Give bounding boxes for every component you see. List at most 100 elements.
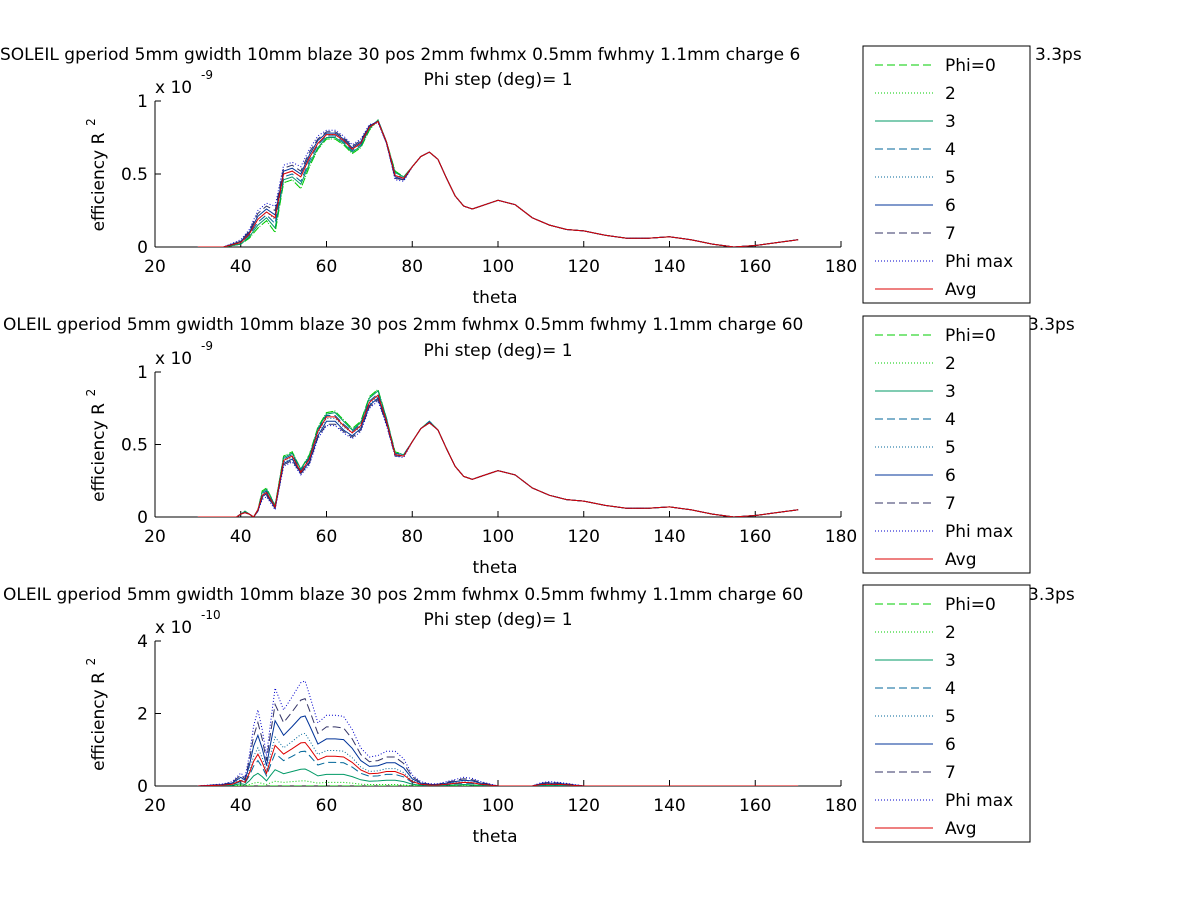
x-tick-label: 100 <box>482 796 514 816</box>
x-tick-label: 140 <box>653 257 685 277</box>
series-line-5 <box>197 120 799 247</box>
x-tick-label: 180 <box>825 796 857 816</box>
series-line-6 <box>197 120 799 247</box>
legend-box <box>862 584 1031 843</box>
chart-title-tail: 3.3ps <box>1028 585 1075 605</box>
y-tick-label: 2 <box>137 705 148 725</box>
legend-label: 7 <box>945 763 956 783</box>
series-line-7 <box>197 120 799 247</box>
y-axis-label: efficiency R <box>89 672 109 771</box>
legend-label: Phi max <box>945 791 1013 811</box>
x-tick-label: 120 <box>568 796 600 816</box>
legend-label: 4 <box>945 410 956 430</box>
x-tick-label: 80 <box>401 527 423 547</box>
chart-panel-1: SOLEIL gperiod 5mm gwidth 10mm blaze 30 … <box>0 45 1082 308</box>
legend-label: 3 <box>945 651 956 671</box>
legend-label: Avg <box>945 819 977 839</box>
y-axis-label-superscript: 2 <box>84 118 98 126</box>
legend-label: Phi max <box>945 252 1013 272</box>
y-tick-label: 1 <box>137 92 148 112</box>
legend-label: 7 <box>945 494 956 514</box>
y-tick-label: 0.5 <box>121 165 148 185</box>
y-tick-label: 0.5 <box>121 436 148 456</box>
legend-label: Phi max <box>945 522 1013 542</box>
x-tick-label: 40 <box>230 257 252 277</box>
legend-label: 7 <box>945 224 956 244</box>
chart-subtitle: Phi step (deg)= 1 <box>423 341 572 361</box>
legend-label: 4 <box>945 140 956 160</box>
chart-panel-3: OLEIL gperiod 5mm gwidth 10mm blaze 30 p… <box>3 584 1075 847</box>
series-line-4 <box>197 119 799 247</box>
series-line-phi-max <box>197 400 799 517</box>
y-tick-label: 0 <box>137 238 148 258</box>
legend: Phi=0 2 3 4 5 6 7 Phi max Avg <box>862 45 1031 304</box>
legend-label: 3 <box>945 382 956 402</box>
y-axis-label: efficiency R <box>89 403 109 502</box>
legend-label: Phi=0 <box>945 326 996 346</box>
x-tick-label: 160 <box>739 796 771 816</box>
x-axis-label: theta <box>473 827 518 847</box>
series-line-3 <box>197 768 799 786</box>
y-axis-label-superscript: 2 <box>84 389 98 397</box>
series-line-avg <box>197 741 799 786</box>
y-exponent-superscript: -9 <box>201 339 213 353</box>
x-tick-label: 160 <box>739 527 771 547</box>
legend-label: Avg <box>945 280 977 300</box>
chart-title-tail: 3.3ps <box>1035 45 1082 65</box>
chart-title-tail: 3.3ps <box>1028 315 1075 335</box>
y-tick-label: 4 <box>137 632 148 652</box>
x-tick-label: 180 <box>825 527 857 547</box>
y-axis-label-superscript: 2 <box>84 658 98 666</box>
y-exponent-label: x 10 <box>155 349 192 369</box>
y-axis-label-group: efficiency R 2 <box>84 118 109 231</box>
legend-label: 2 <box>945 623 956 643</box>
y-exponent-superscript: -9 <box>201 68 213 82</box>
x-tick-label: 20 <box>144 257 166 277</box>
plot-area <box>197 119 799 247</box>
x-tick-label: 120 <box>568 257 600 277</box>
legend-label: 5 <box>945 707 956 727</box>
x-tick-label: 60 <box>316 527 338 547</box>
x-axis-label: theta <box>473 558 518 578</box>
y-exponent-label: x 10 <box>155 618 192 638</box>
chart-title: OLEIL gperiod 5mm gwidth 10mm blaze 30 p… <box>3 315 803 335</box>
plot-area <box>197 388 799 517</box>
x-tick-label: 140 <box>653 796 685 816</box>
legend-label: Phi=0 <box>945 56 996 76</box>
legend-label: 2 <box>945 354 956 374</box>
series-line-3 <box>197 390 799 517</box>
x-tick-label: 100 <box>482 257 514 277</box>
legend-label: Avg <box>945 550 977 570</box>
series-line-phi-0 <box>197 388 799 517</box>
series-line-6 <box>197 397 799 517</box>
legend-label: 3 <box>945 112 956 132</box>
x-tick-label: 60 <box>316 257 338 277</box>
legend-label: Phi=0 <box>945 595 996 615</box>
plot-area <box>197 680 799 786</box>
series-line-7 <box>197 697 799 786</box>
legend-label: 5 <box>945 438 956 458</box>
x-tick-label: 20 <box>144 527 166 547</box>
legend: Phi=0 2 3 4 5 6 7 Phi max Avg <box>862 584 1031 843</box>
y-tick-label: 0 <box>137 508 148 528</box>
chart-subtitle: Phi step (deg)= 1 <box>423 70 572 90</box>
x-tick-label: 20 <box>144 796 166 816</box>
x-tick-label: 100 <box>482 527 514 547</box>
x-tick-label: 140 <box>653 527 685 547</box>
legend-box <box>862 315 1031 574</box>
series-line-avg <box>197 394 799 517</box>
series-line-2 <box>197 780 799 786</box>
series-line-3 <box>197 119 799 247</box>
series-line-avg <box>197 120 799 247</box>
x-tick-label: 80 <box>401 257 423 277</box>
chart-title: OLEIL gperiod 5mm gwidth 10mm blaze 30 p… <box>3 585 803 605</box>
y-axis-label-group: efficiency R 2 <box>84 389 109 502</box>
legend-label: 6 <box>945 735 956 755</box>
chart-subtitle: Phi step (deg)= 1 <box>423 610 572 630</box>
legend: Phi=0 2 3 4 5 6 7 Phi max Avg <box>862 315 1031 574</box>
x-tick-label: 180 <box>825 257 857 277</box>
legend-label: 4 <box>945 679 956 699</box>
series-line-phi-max <box>197 680 799 786</box>
